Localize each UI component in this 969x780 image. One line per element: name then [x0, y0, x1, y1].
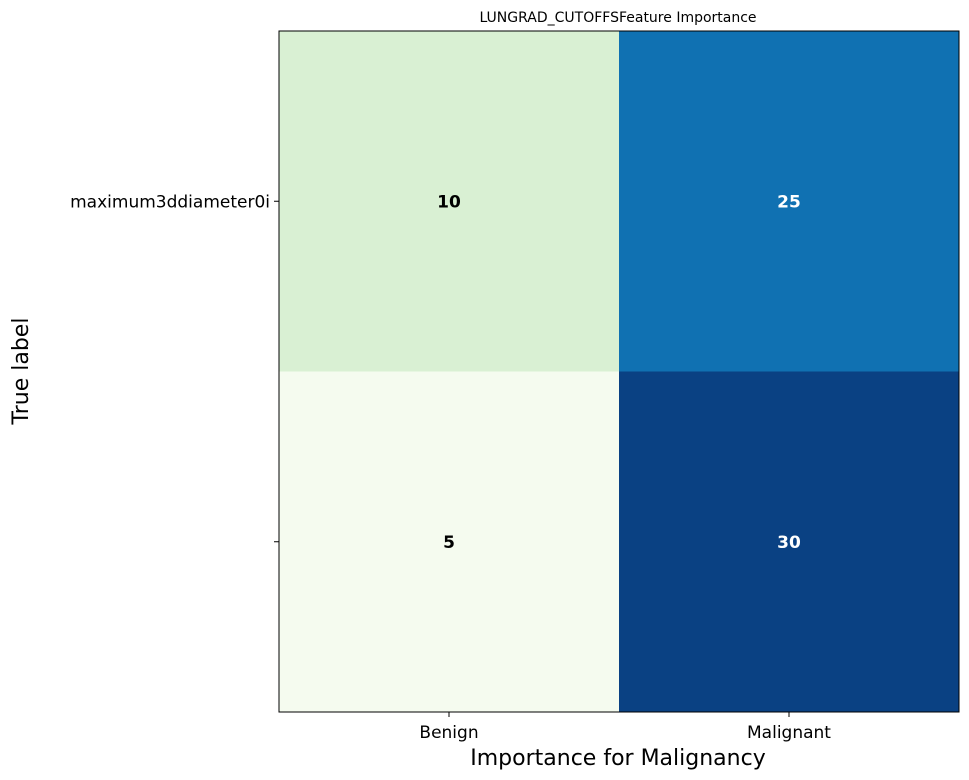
x-axis-label: Importance for Malignancy [470, 746, 765, 771]
x-tick-label-0: Benign [419, 723, 478, 743]
plot-frame [278, 30, 960, 713]
chart-title: LUNGRAD_CUTOFFSFeature Importance [479, 10, 756, 26]
y-axis-label: True label [9, 318, 34, 426]
x-axis-ticks: Benign Malignant [419, 712, 831, 743]
y-axis-ticks: maximum3ddiameter0i [70, 192, 279, 543]
heatmap-cell-r0-c1 [619, 31, 960, 372]
y-tick-label-0: maximum3ddiameter0i [70, 192, 270, 212]
x-tick-label-1: Malignant [747, 723, 831, 743]
heatmap-cell-labels: 10 25 5 30 [437, 192, 801, 553]
cell-value-r1-c1: 30 [777, 533, 801, 553]
cell-value-r0-c1: 25 [777, 192, 801, 212]
heatmap-cells [279, 31, 960, 713]
heatmap-cell-r1-c0 [279, 371, 620, 713]
cell-value-r0-c0: 10 [437, 192, 461, 212]
heatmap-cell-r0-c0 [279, 31, 620, 372]
cell-value-r1-c0: 5 [443, 533, 455, 553]
heatmap-cell-r1-c1 [619, 371, 960, 713]
